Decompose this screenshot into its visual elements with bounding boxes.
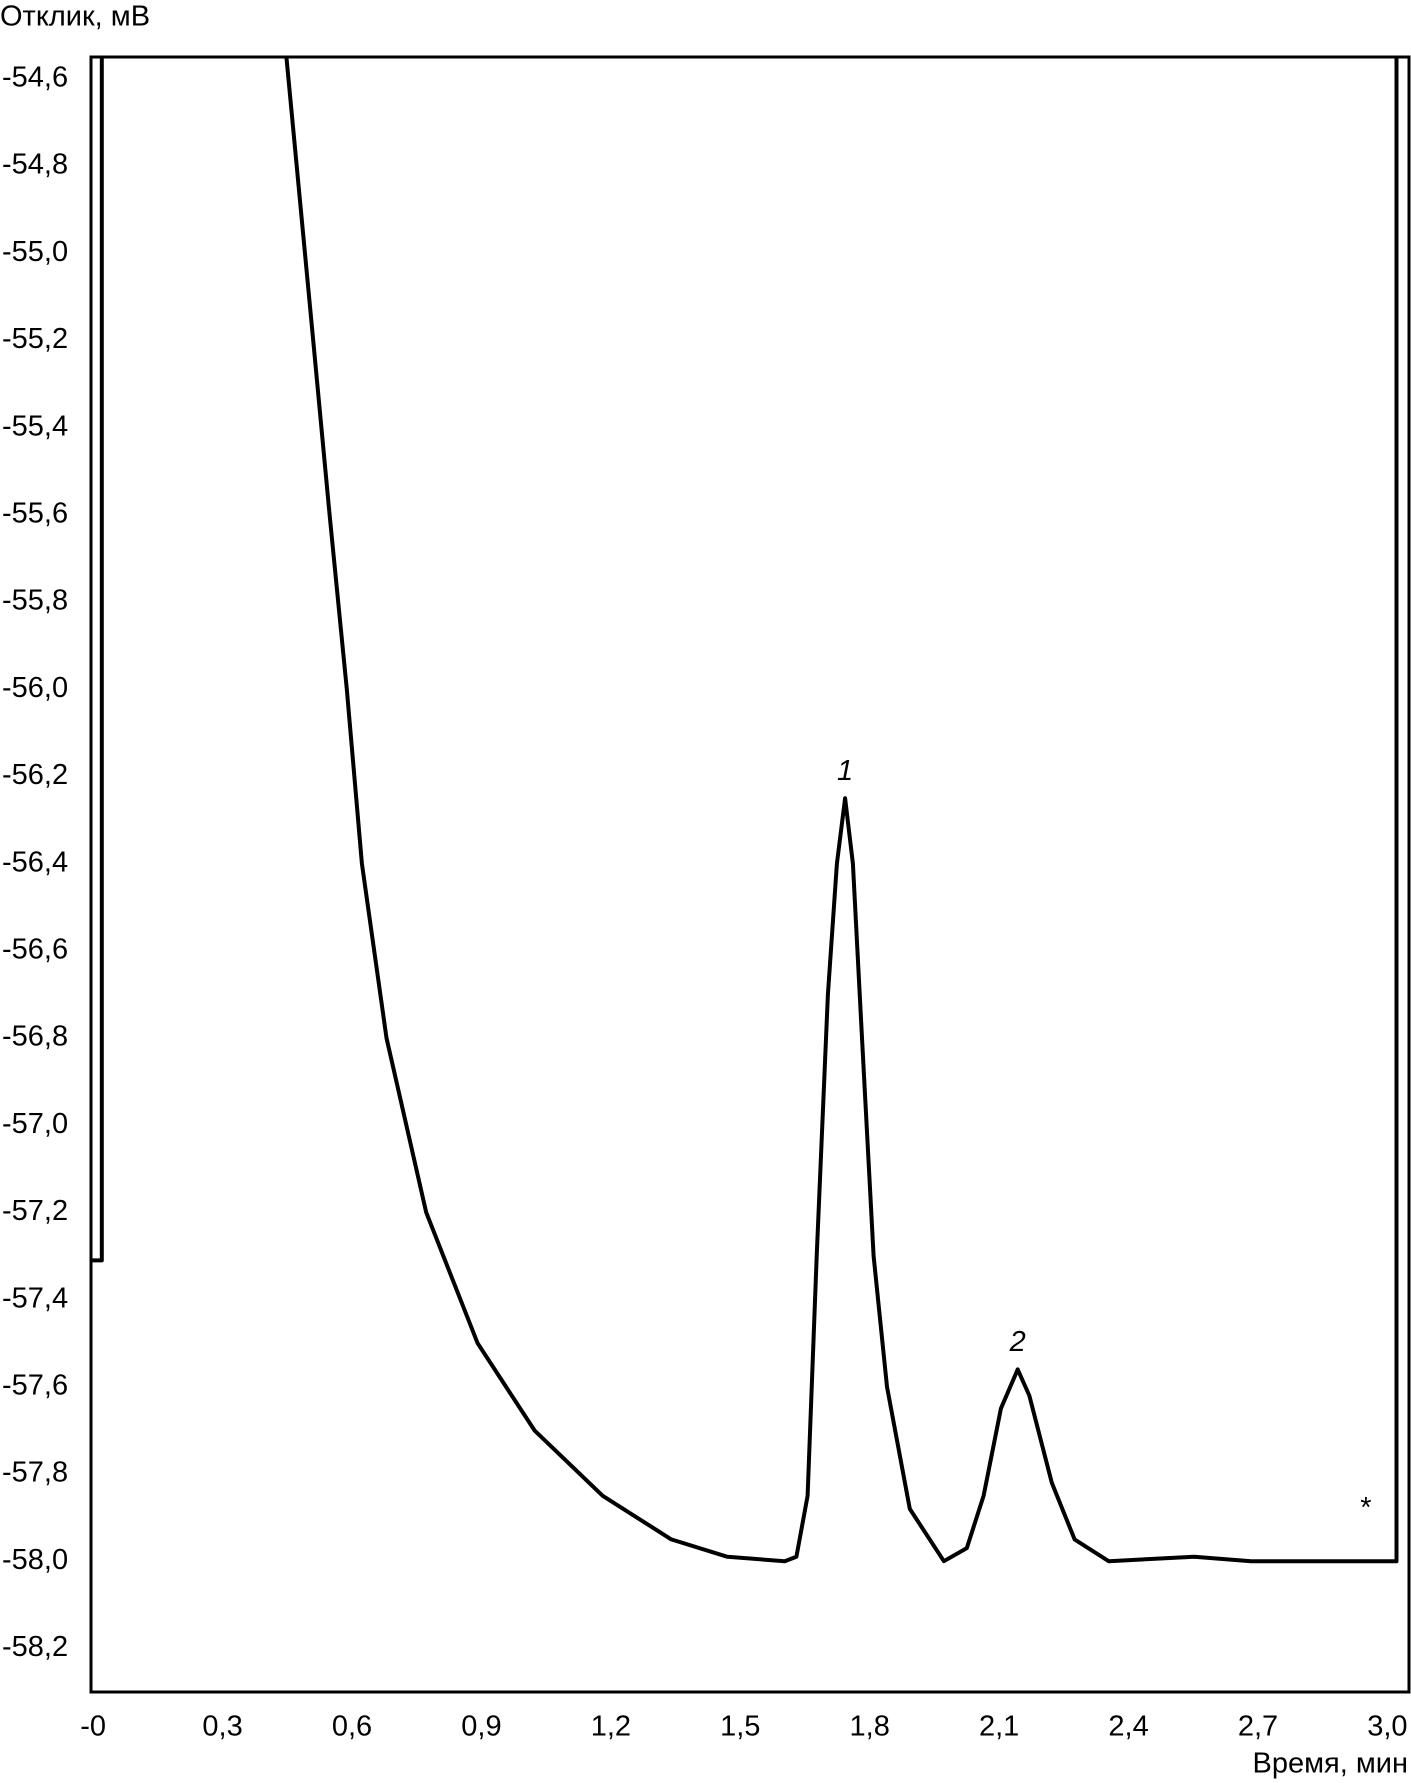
peak-label: 2 (1009, 1326, 1026, 1358)
y-tick-label: -55,8 (2, 585, 68, 617)
y-tick-label: -55,6 (2, 497, 68, 529)
x-tick-label: 1,2 (591, 1711, 631, 1743)
y-tick-label: -57,2 (2, 1195, 68, 1227)
y-tick-label: -55,0 (2, 236, 68, 268)
y-tick-label: -58,0 (2, 1544, 68, 1576)
x-axis-label: Время, мин (1252, 1748, 1408, 1780)
peak-label: 1 (837, 755, 853, 787)
y-tick-label: -56,6 (2, 933, 68, 965)
y-tick-label: -56,8 (2, 1021, 68, 1053)
x-tick-label: 1,8 (850, 1711, 890, 1743)
y-tick-label: -55,4 (2, 410, 68, 442)
x-tick-label: 0,9 (461, 1711, 501, 1743)
x-tick-label: 0,6 (332, 1711, 372, 1743)
y-tick-label: -54,6 (2, 61, 68, 93)
x-tick-label: -0 (80, 1711, 106, 1743)
y-tick-label: -56,2 (2, 759, 68, 791)
peak-label: * (1360, 1492, 1371, 1524)
y-tick-label: -54,8 (2, 149, 68, 181)
y-tick-label: -56,0 (2, 672, 68, 704)
y-tick-label: -57,4 (2, 1282, 68, 1314)
y-tick-label: -56,4 (2, 846, 68, 878)
x-tick-label: 2,1 (979, 1711, 1019, 1743)
x-tick-label: 2,7 (1238, 1711, 1278, 1743)
y-axis-label: Отклик, мВ (0, 1, 150, 33)
y-tick-label: -58,2 (2, 1631, 68, 1663)
y-tick-label: -57,0 (2, 1108, 68, 1140)
y-tick-label: -55,2 (2, 323, 68, 355)
y-tick-label: -57,6 (2, 1369, 68, 1401)
x-tick-label: 2,4 (1108, 1711, 1148, 1743)
x-tick-label: 3,0 (1367, 1711, 1407, 1743)
x-tick-label: 0,3 (202, 1711, 242, 1743)
x-tick-label: 1,5 (720, 1711, 760, 1743)
plot-frame (89, 55, 1411, 1694)
y-tick-label: -57,8 (2, 1457, 68, 1489)
trace-line (91, 57, 1399, 1564)
